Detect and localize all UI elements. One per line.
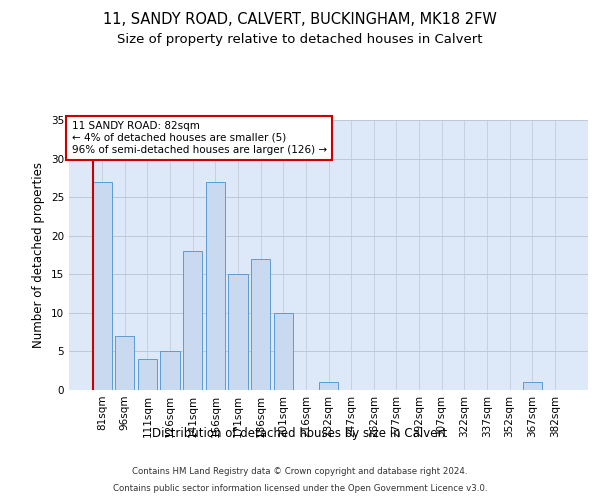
Text: Size of property relative to detached houses in Calvert: Size of property relative to detached ho… [117, 32, 483, 46]
Text: 11 SANDY ROAD: 82sqm
← 4% of detached houses are smaller (5)
96% of semi-detache: 11 SANDY ROAD: 82sqm ← 4% of detached ho… [71, 122, 327, 154]
Bar [183, 251, 202, 390]
Bar [92, 182, 112, 390]
Bar [523, 382, 542, 390]
Text: Contains HM Land Registry data © Crown copyright and database right 2024.: Contains HM Land Registry data © Crown c… [132, 468, 468, 476]
Bar [319, 382, 338, 390]
Bar [115, 336, 134, 390]
Y-axis label: Number of detached properties: Number of detached properties [32, 162, 46, 348]
Bar [229, 274, 248, 390]
Bar [251, 259, 270, 390]
Text: Distribution of detached houses by size in Calvert: Distribution of detached houses by size … [152, 428, 448, 440]
Bar [206, 182, 225, 390]
Text: 11, SANDY ROAD, CALVERT, BUCKINGHAM, MK18 2FW: 11, SANDY ROAD, CALVERT, BUCKINGHAM, MK1… [103, 12, 497, 28]
Bar [274, 313, 293, 390]
Bar [138, 359, 157, 390]
Bar [160, 352, 180, 390]
Text: Contains public sector information licensed under the Open Government Licence v3: Contains public sector information licen… [113, 484, 487, 493]
